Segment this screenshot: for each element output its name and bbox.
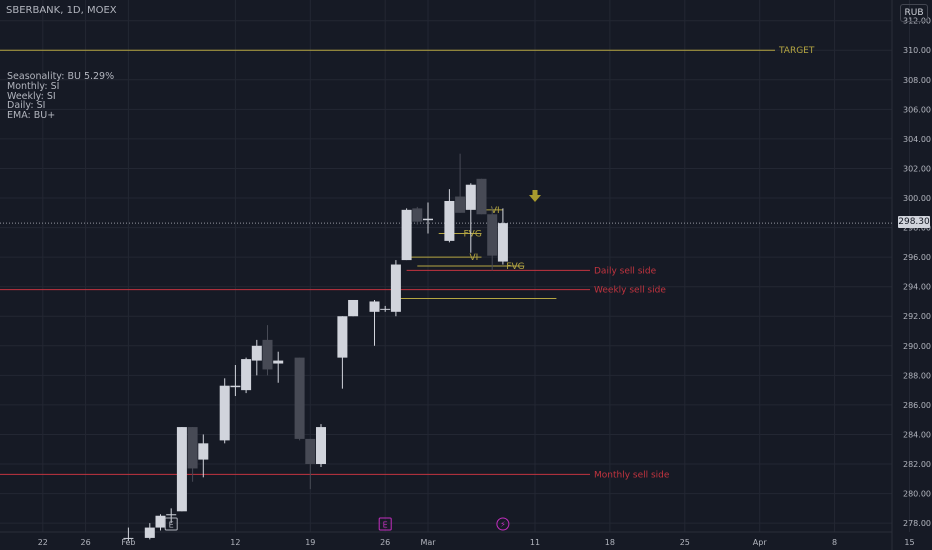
candle-body bbox=[390, 264, 401, 312]
level-label: Monthly sell side bbox=[594, 470, 670, 480]
current-price-tag: 298.30 bbox=[898, 216, 930, 228]
level-label: Daily sell side bbox=[594, 266, 657, 276]
x-tick-label: 25 bbox=[680, 538, 690, 547]
y-tick-label: 288.00 bbox=[903, 371, 931, 380]
candle-body bbox=[262, 339, 273, 370]
level-label: FVG bbox=[464, 229, 482, 239]
candle-body bbox=[166, 514, 177, 516]
candle-body bbox=[337, 316, 348, 358]
candle-body bbox=[198, 443, 209, 460]
candle-body bbox=[380, 308, 391, 310]
candle-body bbox=[144, 527, 155, 538]
candle-body bbox=[401, 209, 412, 261]
y-tick-label: 304.00 bbox=[903, 135, 931, 144]
earnings-marker-label: E bbox=[169, 521, 174, 530]
candle-body bbox=[251, 345, 262, 361]
dividend-marker-label: ⚡ bbox=[500, 520, 506, 529]
candle-body bbox=[230, 385, 241, 388]
y-tick-label: 306.00 bbox=[903, 105, 931, 114]
earnings-marker-icon bbox=[164, 517, 178, 531]
candle-body bbox=[219, 385, 230, 441]
candle-body bbox=[316, 427, 326, 465]
x-tick-label: 22 bbox=[38, 538, 48, 547]
level-label: TARGET bbox=[778, 46, 815, 56]
y-tick-label: 296.00 bbox=[903, 253, 931, 262]
y-tick-label: 278.00 bbox=[903, 519, 931, 528]
x-tick-label: 18 bbox=[605, 538, 615, 547]
x-tick-label: 8 bbox=[832, 538, 837, 547]
y-tick-label: 282.00 bbox=[903, 460, 931, 469]
x-tick-label: 15 bbox=[904, 538, 914, 547]
info-panel: Seasonality: BU 5.29% Monthly: SI Weekly… bbox=[7, 72, 114, 121]
earnings-marker-icon bbox=[378, 517, 392, 531]
y-tick-label: 302.00 bbox=[903, 164, 931, 173]
y-tick-label: 300.00 bbox=[903, 194, 931, 203]
candle-body bbox=[155, 515, 166, 528]
x-tick-label: 12 bbox=[230, 538, 240, 547]
dividend-marker-icon bbox=[496, 517, 510, 531]
y-tick-label: 292.00 bbox=[903, 312, 931, 321]
candle-body bbox=[455, 196, 466, 213]
candle-body bbox=[123, 537, 134, 539]
info-daily: Daily: SI bbox=[7, 100, 46, 112]
y-tick-label: 294.00 bbox=[903, 283, 931, 292]
y-tick-label: 286.00 bbox=[903, 401, 931, 410]
x-tick-label: 26 bbox=[81, 538, 91, 547]
info-weekly: Weekly: SI bbox=[7, 90, 56, 102]
candle-body bbox=[273, 360, 284, 364]
candle-body bbox=[241, 359, 252, 391]
earnings-marker-label: E bbox=[383, 521, 388, 530]
y-tick-label: 310.00 bbox=[903, 46, 931, 55]
candle-body bbox=[305, 438, 316, 465]
info-ema: EMA: BU+ bbox=[7, 110, 56, 122]
y-tick-label: 280.00 bbox=[903, 490, 931, 499]
x-tick-label: Feb bbox=[121, 538, 135, 547]
level-label: FVG bbox=[506, 262, 524, 272]
candle-body bbox=[412, 208, 423, 222]
symbol-title: SBERBANK, 1D, MOEX bbox=[6, 5, 117, 16]
x-tick-label: 19 bbox=[305, 538, 315, 547]
candle-body bbox=[348, 299, 359, 317]
level-label: VI bbox=[491, 206, 500, 216]
signal-arrow-icon bbox=[529, 190, 541, 203]
x-tick-label: 26 bbox=[380, 538, 390, 547]
candle-body bbox=[444, 200, 455, 241]
x-tick-label: Mar bbox=[420, 538, 436, 547]
y-tick-label: 284.00 bbox=[903, 430, 931, 439]
candle-body bbox=[187, 427, 198, 469]
y-tick-label: 290.00 bbox=[903, 342, 931, 351]
candle-body bbox=[487, 214, 498, 256]
info-monthly: Monthly: SI bbox=[7, 80, 60, 92]
candle-body bbox=[423, 218, 433, 221]
candle-body bbox=[294, 357, 305, 439]
x-tick-label: Apr bbox=[753, 538, 768, 547]
info-seasonality: Seasonality: BU 5.29% bbox=[7, 71, 115, 82]
candle-body bbox=[476, 178, 487, 215]
currency-button[interactable]: RUB bbox=[900, 4, 928, 22]
candle-body bbox=[176, 427, 187, 512]
candle-body bbox=[497, 223, 508, 262]
level-label: Weekly sell side bbox=[594, 286, 666, 296]
candle-body bbox=[465, 184, 476, 210]
x-tick-label: 11 bbox=[530, 538, 540, 547]
y-tick-label: 308.00 bbox=[903, 76, 931, 85]
y-tick-label: 298.00 bbox=[903, 224, 931, 233]
candle-body bbox=[369, 301, 380, 312]
level-label: VI bbox=[470, 253, 479, 263]
